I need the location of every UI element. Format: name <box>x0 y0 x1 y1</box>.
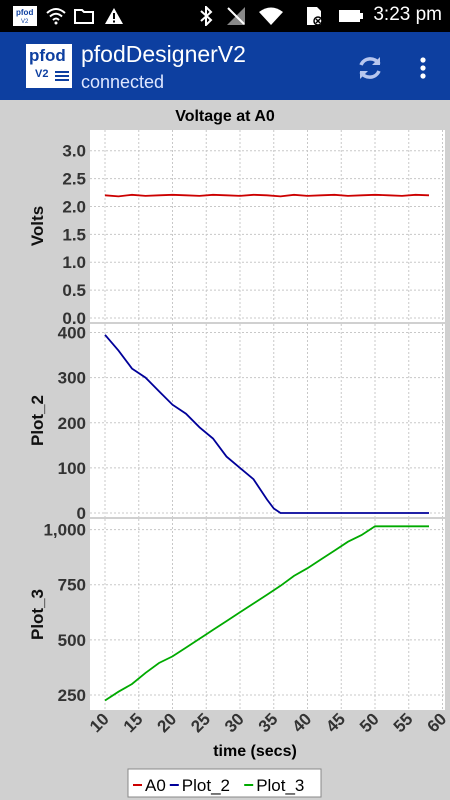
y-tick-label: 0 <box>77 504 86 523</box>
x-tick-label: 45 <box>322 709 349 736</box>
y-axis-label-plot-3: Plot_3 <box>28 589 47 640</box>
app-bar: pfod V2 pfodDesignerV2 connected <box>0 32 450 100</box>
overflow-menu-button[interactable] <box>408 48 438 88</box>
wifi-icon <box>45 6 67 26</box>
y-axis-label-plot-2: Plot_2 <box>28 395 47 446</box>
svg-text:pfod: pfod <box>16 8 33 17</box>
y-tick-label: 0.5 <box>62 281 86 300</box>
refresh-icon <box>359 57 381 79</box>
chart-title: Voltage at A0 <box>175 108 275 125</box>
warning-icon <box>103 6 125 26</box>
pfod-notification-icon: pfod V2 <box>12 6 38 26</box>
series-line-plot-2 <box>104 334 429 514</box>
y-tick-label: 750 <box>58 576 86 595</box>
legend-label-plot-2: Plot_2 <box>182 776 230 795</box>
y-tick-label: 2.0 <box>62 197 86 216</box>
svg-text:V2: V2 <box>21 19 29 25</box>
app-title: pfodDesignerV2 <box>81 41 246 67</box>
series-line-plot-3 <box>104 525 429 702</box>
x-tick-label: 60 <box>424 709 450 736</box>
refresh-button[interactable] <box>350 48 390 88</box>
x-tick-label: 25 <box>187 709 214 736</box>
legend: A0 Plot_2 Plot_3 <box>127 768 322 798</box>
folder-icon <box>72 6 96 26</box>
y-tick-label: 400 <box>58 324 86 343</box>
y-tick-label: 1.0 <box>62 253 86 272</box>
series-line-a0 <box>104 193 430 198</box>
y-tick-label: 250 <box>58 686 86 705</box>
x-tick-label: 40 <box>289 709 316 736</box>
y-tick-label: 2.5 <box>62 170 86 189</box>
bluetooth-icon <box>196 6 216 26</box>
plot-area-plot-2 <box>90 324 445 517</box>
voltage-chart: Voltage at A0 0.0 0.5 1.0 1.5 2.0 2.5 3.0 Volts… <box>28 108 450 798</box>
logo-version: V2 <box>35 68 49 80</box>
status-bar: pfod V2 3:23 pm <box>0 0 450 32</box>
y-tick-label: 200 <box>58 414 86 433</box>
x-tick-label: 35 <box>255 709 282 736</box>
x-tick-label: 10 <box>86 709 113 736</box>
x-tick-label: 15 <box>120 709 147 736</box>
plot-area-plot-3 <box>90 519 445 710</box>
x-tick-label: 55 <box>390 709 417 736</box>
y-tick-label: 300 <box>58 369 86 388</box>
y-axis-label-volts: Volts <box>28 206 47 246</box>
status-time: 3:23 pm <box>373 4 442 25</box>
more-vert-icon <box>420 57 426 79</box>
battery-icon <box>338 6 364 26</box>
y-tick-label: 0.0 <box>62 309 86 328</box>
y-tick-label: 500 <box>58 631 86 650</box>
logo-lines-icon <box>55 71 69 81</box>
sim-icon <box>302 6 326 26</box>
y-tick-label: 1,000 <box>43 521 86 540</box>
y-tick-label: 1.5 <box>62 225 86 244</box>
wifi-full-icon <box>258 6 284 26</box>
x-tick-label: 50 <box>356 709 383 736</box>
legend-label-a0: A0 <box>145 776 166 795</box>
logo-text: pfod <box>29 46 66 65</box>
legend-label-plot-3: Plot_3 <box>256 776 304 795</box>
pfod-logo: pfod V2 <box>23 41 75 91</box>
x-axis-label: time (secs) <box>213 743 297 760</box>
x-tick-label: 30 <box>221 709 248 736</box>
x-tick-label: 20 <box>154 709 181 736</box>
plot-area-volts <box>90 130 445 322</box>
signal-off-icon <box>224 6 248 26</box>
connection-status: connected <box>81 72 165 92</box>
y-tick-label: 100 <box>58 459 86 478</box>
y-tick-label: 3.0 <box>62 142 86 161</box>
